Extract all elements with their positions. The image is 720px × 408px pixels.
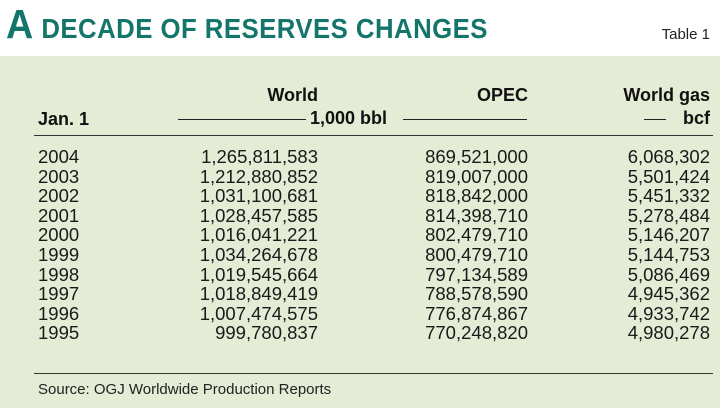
title-rest: DECADE OF RESERVES CHANGES [41, 13, 488, 44]
cell-opec: 797,134,589 [425, 263, 528, 285]
cell-opec: 869,521,000 [425, 146, 528, 167]
cell-year: 1995 [38, 322, 80, 344]
cell-world: 1,007,474,575 [199, 302, 318, 324]
cell-world: 999,780,837 [215, 322, 318, 344]
table-row: 1998 1,019,545,664 797,134,589 5,086,469 [0, 263, 720, 285]
table-row: 2000 1,016,041,221 802,479,710 5,146,207 [0, 225, 720, 245]
cell-opec: 814,398,710 [425, 204, 528, 226]
cell-world-gas: 6,068,302 [627, 146, 710, 167]
header-opec: OPEC [476, 85, 528, 105]
cell-world-gas: 5,501,424 [627, 165, 710, 187]
cell-world-gas: 5,146,207 [627, 224, 710, 246]
table-row: 2003 1,212,880,852 819,007,000 5,501,424 [0, 165, 720, 187]
cell-opec: 770,248,820 [425, 322, 528, 344]
table-row: 1995 999,780,837 770,248,820 4,980,278 [0, 323, 720, 343]
cell-world: 1,018,849,419 [199, 283, 318, 305]
cell-world: 1,212,880,852 [199, 165, 318, 187]
gas-unit-line-left [644, 119, 666, 120]
header-gas-unit: bcf [683, 108, 710, 128]
cell-world: 1,031,100,681 [199, 185, 318, 207]
cell-world: 1,265,811,583 [201, 146, 318, 167]
cell-year: 2000 [38, 224, 80, 246]
cell-world-gas: 4,933,742 [627, 302, 710, 324]
cell-world-gas: 5,451,332 [627, 185, 710, 207]
cell-opec: 788,578,590 [425, 283, 528, 305]
header-world: World [267, 85, 318, 105]
cell-year: 1999 [38, 243, 80, 265]
cell-opec: 818,842,000 [425, 185, 528, 207]
table-row: 1996 1,007,474,575 776,874,867 4,933,742 [0, 304, 720, 324]
cell-opec: 776,874,867 [425, 302, 528, 324]
table-row: 2002 1,031,100,681 818,842,000 5,451,332 [0, 186, 720, 206]
cell-world-gas: 4,945,362 [627, 283, 710, 305]
cell-opec: 819,007,000 [425, 165, 528, 187]
table-row: 1999 1,034,264,678 800,479,710 5,144,753 [0, 245, 720, 265]
table-body: 2004 1,265,811,583 869,521,000 6,068,302… [0, 147, 720, 343]
header-rule [34, 135, 713, 136]
cell-opec: 802,479,710 [425, 224, 528, 246]
cell-year: 2004 [38, 146, 80, 167]
cell-year: 2001 [38, 204, 80, 226]
footer-rule [34, 373, 713, 374]
cell-world: 1,016,041,221 [199, 224, 318, 246]
cell-world-gas: 4,980,278 [627, 322, 710, 344]
oil-unit-line-right [403, 119, 527, 120]
cell-year: 1996 [38, 302, 80, 324]
cell-world: 1,019,545,664 [199, 263, 318, 285]
cell-world-gas: 5,278,484 [627, 204, 710, 226]
header-oil-unit: 1,000 bbl [310, 108, 388, 128]
cell-world-gas: 5,144,753 [627, 243, 710, 265]
table-number-label: Table 1 [661, 26, 710, 43]
cell-world-gas: 5,086,469 [627, 263, 710, 285]
table-title: A DECADE OF RESERVES CHANGES [6, 4, 488, 49]
table-background [0, 56, 720, 408]
source-note: Source: OGJ Worldwide Production Reports [38, 381, 332, 398]
table-row: 1997 1,018,849,419 788,578,590 4,945,362 [0, 284, 720, 304]
oil-unit-line-left [178, 119, 306, 120]
cell-year: 1997 [38, 283, 80, 305]
cell-world: 1,034,264,678 [199, 243, 318, 265]
title-initial: A [6, 1, 34, 47]
table-row: 2001 1,028,457,585 814,398,710 5,278,484 [0, 206, 720, 226]
cell-opec: 800,479,710 [425, 243, 528, 265]
header-date: Jan. 1 [38, 109, 90, 129]
cell-year: 2002 [38, 185, 80, 207]
header-world-gas: World gas [623, 85, 710, 105]
cell-year: 1998 [38, 263, 80, 285]
cell-year: 2003 [38, 165, 80, 187]
table-row: 2004 1,265,811,583 869,521,000 6,068,302 [0, 147, 720, 167]
cell-world: 1,028,457,585 [199, 204, 318, 226]
